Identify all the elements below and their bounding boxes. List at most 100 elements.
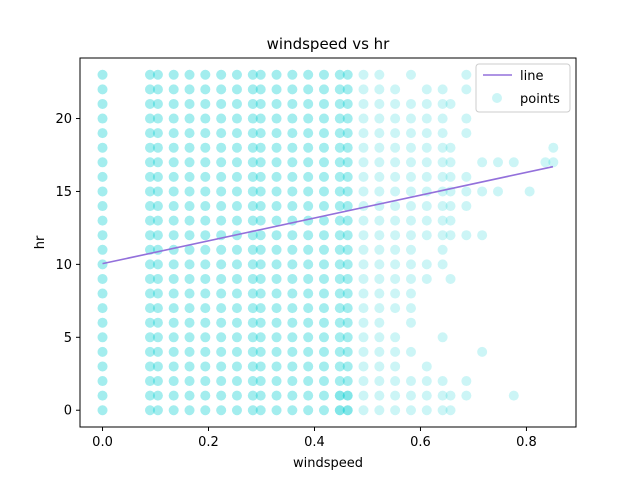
data-point <box>184 98 195 109</box>
data-point <box>445 215 456 226</box>
data-point <box>184 113 195 124</box>
data-point <box>97 142 108 153</box>
data-point <box>287 201 298 212</box>
data-point <box>231 390 242 401</box>
data-point <box>318 303 329 314</box>
data-point <box>287 259 298 270</box>
data-point <box>231 142 242 153</box>
data-point <box>477 186 488 197</box>
data-point <box>145 142 155 153</box>
data-point <box>216 244 227 255</box>
data-point <box>247 201 258 212</box>
data-point <box>271 376 282 387</box>
data-point <box>247 128 258 139</box>
y-tick-label: 20 <box>55 112 72 127</box>
data-point <box>390 346 401 357</box>
data-point <box>97 69 108 80</box>
data-point <box>184 69 195 80</box>
data-point <box>255 361 266 372</box>
data-point <box>318 186 329 197</box>
data-point <box>152 186 163 197</box>
data-point <box>145 84 155 95</box>
data-point <box>152 98 163 109</box>
data-point <box>303 288 314 299</box>
data-point <box>152 201 163 212</box>
data-point <box>271 288 282 299</box>
data-point <box>271 142 282 153</box>
data-point <box>405 201 416 212</box>
data-point <box>334 113 345 124</box>
y-tick-label: 15 <box>55 185 72 200</box>
data-point <box>303 69 314 80</box>
data-point <box>200 361 211 372</box>
data-point <box>437 157 448 168</box>
data-point <box>231 288 242 299</box>
data-point <box>216 346 227 357</box>
data-point <box>318 98 329 109</box>
data-point <box>271 171 282 182</box>
data-point <box>390 201 401 212</box>
data-point <box>287 405 298 416</box>
data-point <box>334 215 345 226</box>
data-point <box>216 142 227 153</box>
data-point <box>247 84 258 95</box>
data-point <box>97 113 108 124</box>
data-point <box>168 201 179 212</box>
data-point <box>184 215 195 226</box>
data-point <box>231 405 242 416</box>
data-point <box>231 273 242 284</box>
data-point <box>318 288 329 299</box>
data-point <box>271 215 282 226</box>
data-point <box>334 288 345 299</box>
data-point <box>231 128 242 139</box>
data-point <box>358 390 369 401</box>
data-point <box>287 128 298 139</box>
data-point <box>168 98 179 109</box>
data-point <box>303 361 314 372</box>
data-point <box>405 288 416 299</box>
data-point <box>303 346 314 357</box>
data-point <box>271 361 282 372</box>
data-point <box>152 128 163 139</box>
data-point <box>168 69 179 80</box>
data-point <box>342 244 353 255</box>
data-point <box>318 259 329 270</box>
points-layer <box>97 69 559 416</box>
data-point <box>200 230 211 241</box>
data-point <box>97 201 108 212</box>
data-point <box>200 288 211 299</box>
data-point <box>303 376 314 387</box>
data-point <box>318 390 329 401</box>
data-point <box>231 113 242 124</box>
data-point <box>200 113 211 124</box>
data-point <box>358 98 369 109</box>
data-point <box>200 376 211 387</box>
data-point <box>247 332 258 343</box>
data-point <box>287 273 298 284</box>
data-point <box>437 113 448 124</box>
data-point <box>231 84 242 95</box>
data-point <box>271 405 282 416</box>
data-point <box>168 259 179 270</box>
data-point <box>145 69 155 80</box>
data-point <box>152 346 163 357</box>
data-point <box>168 69 179 80</box>
data-point <box>168 157 179 168</box>
data-point <box>342 186 353 197</box>
data-point <box>342 346 353 357</box>
data-point <box>97 128 108 139</box>
data-point <box>255 201 266 212</box>
data-point <box>374 113 385 124</box>
data-point <box>255 230 266 241</box>
data-point <box>390 390 401 401</box>
data-point <box>271 157 282 168</box>
data-point <box>184 288 195 299</box>
data-point <box>318 113 329 124</box>
data-point <box>303 303 314 314</box>
data-point <box>421 273 432 284</box>
data-point <box>508 390 519 401</box>
data-point <box>334 113 345 124</box>
data-point <box>334 361 345 372</box>
data-point <box>152 113 163 124</box>
data-point <box>271 84 282 95</box>
